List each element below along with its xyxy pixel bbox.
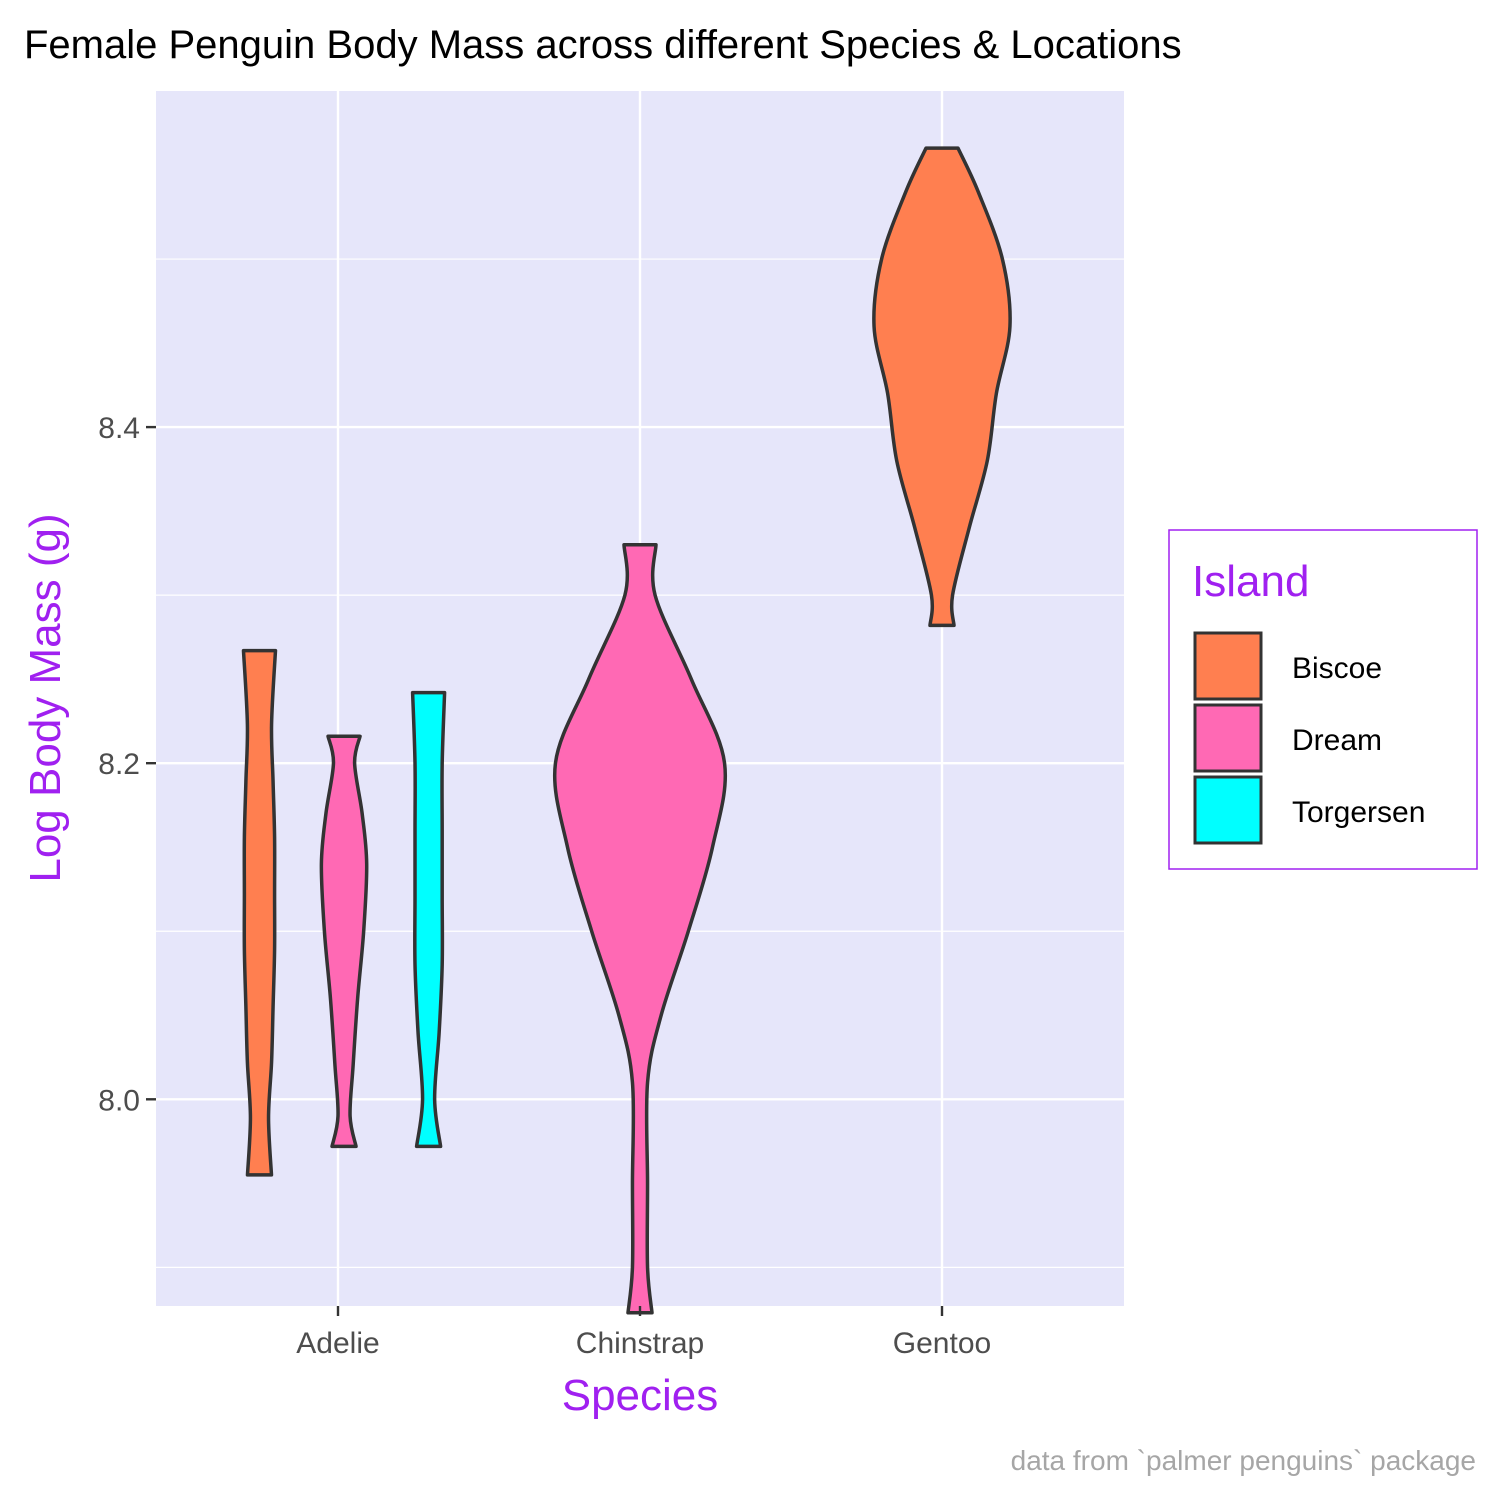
chart-caption: data from `palmer penguins` package (1011, 1445, 1476, 1476)
x-tick-label: Chinstrap (576, 1327, 704, 1360)
x-tick-label: Adelie (296, 1327, 379, 1360)
legend-key-biscoe (1193, 631, 1263, 701)
x-axis-title: Species (562, 1371, 719, 1420)
legend-label-biscoe: Biscoe (1292, 652, 1382, 685)
legend-key-dream (1193, 703, 1263, 773)
violin-layer (241, 146, 1012, 1315)
violin-gentoo-biscoe (872, 146, 1012, 628)
axis-layer: 8.0 8.2 8.4 Adelie Chinstrap Gentoo (98, 412, 991, 1360)
violin-adelie-biscoe (241, 648, 278, 1177)
y-tick-label: 8.4 (98, 412, 140, 445)
legend-label-dream: Dream (1292, 724, 1382, 757)
y-tick-label: 8.2 (98, 748, 140, 781)
violin-adelie-dream (319, 734, 369, 1149)
chart-title: Female Penguin Body Mass across differen… (24, 23, 1182, 67)
legend: Island Biscoe Dream Torgersen (1168, 529, 1478, 870)
legend-title: Island (1192, 557, 1309, 606)
violin-adelie-torgersen (410, 690, 447, 1149)
y-tick-label: 8.0 (98, 1084, 140, 1117)
legend-key-torgersen (1193, 775, 1263, 845)
legend-label-torgersen: Torgersen (1292, 796, 1425, 829)
violin-chinstrap-dream (553, 542, 727, 1315)
y-axis-title: Log Body Mass (g) (21, 513, 70, 882)
x-tick-label: Gentoo (893, 1327, 991, 1360)
